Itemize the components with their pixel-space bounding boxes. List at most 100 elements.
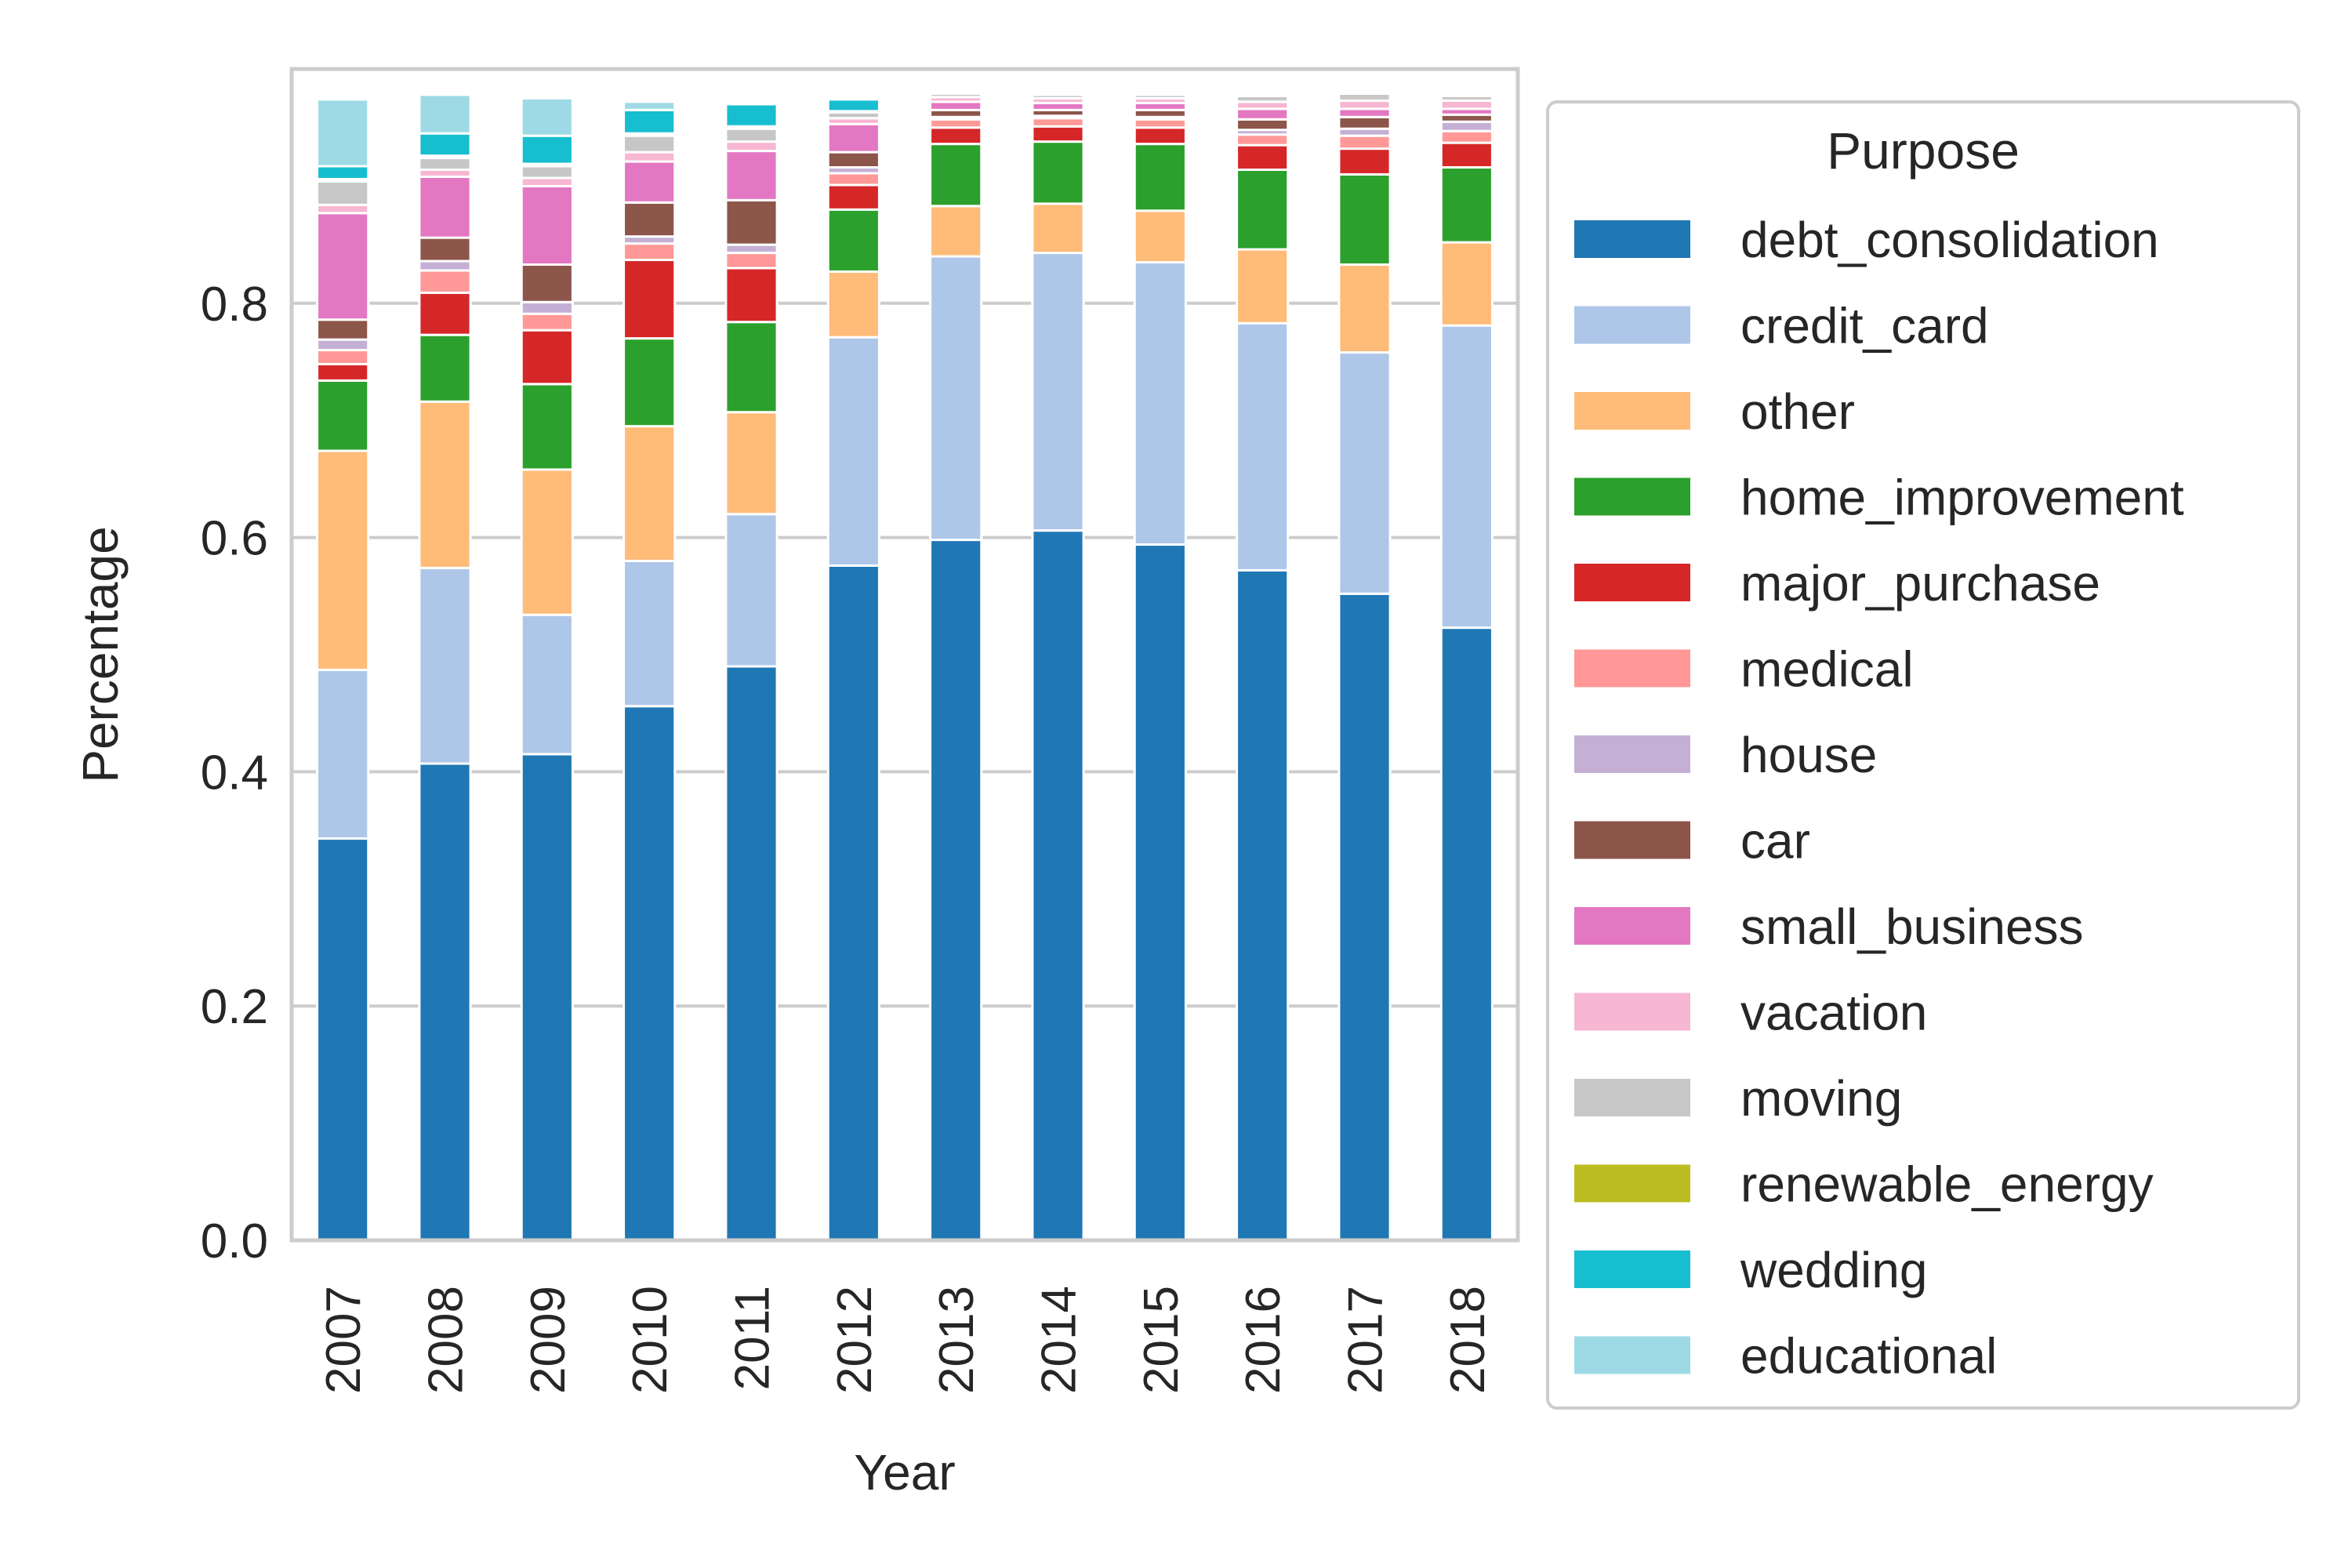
y-tick-label: 0.6 <box>201 512 268 566</box>
gridlines <box>292 301 1518 1008</box>
bar-segment-debt_consolidation <box>418 762 472 1242</box>
bar-segment-credit_card <box>622 559 677 708</box>
bar-segment-car <box>622 201 677 238</box>
y-tick-label: 0.0 <box>201 1214 268 1269</box>
x-tick-label: 2008 <box>419 1286 474 1394</box>
bar-segment-credit_card <box>724 513 779 668</box>
bar-segment-credit_card <box>520 613 574 756</box>
bar-segment-home_improvement <box>1439 165 1494 244</box>
bar-segment-credit_card <box>929 255 983 542</box>
legend-swatch <box>1574 993 1690 1031</box>
bar-segment-major_purchase <box>1338 147 1392 176</box>
bar-segment-car <box>316 318 370 341</box>
legend-label: major_purchase <box>1740 555 2100 612</box>
legend-label: wedding <box>1740 1242 1927 1298</box>
legend: Purpose debt_consolidation credit_cardoth… <box>1546 100 2300 1410</box>
bar-segment-house <box>316 338 370 352</box>
legend-swatch <box>1574 1079 1690 1116</box>
legend-swatch <box>1574 1250 1690 1288</box>
bar-segment-home_improvement <box>1338 172 1392 266</box>
bar-segment-major_purchase <box>622 259 677 340</box>
legend-swatch <box>1574 649 1690 688</box>
bar-segment-medical <box>826 172 880 187</box>
bar-segment-car <box>826 151 880 169</box>
bar-segment-credit_card <box>1236 321 1290 572</box>
legend-label: small_business <box>1740 898 2084 955</box>
bar-segment-moving <box>316 180 370 206</box>
bar-segment-other <box>929 205 983 258</box>
bar-segment-credit_card <box>1338 351 1392 595</box>
bar-segment-wedding <box>520 134 574 165</box>
legend-swatch <box>1574 1336 1690 1374</box>
bar-segment-other <box>418 400 472 569</box>
bar-segment-small_business <box>316 212 370 321</box>
bar-segment-educational <box>316 98 370 168</box>
bar-segment-other <box>724 411 779 516</box>
bar-segment-car <box>418 236 472 263</box>
bar-segment-home_improvement <box>418 333 472 403</box>
bar-segment-other <box>1439 241 1494 327</box>
legend-swatch <box>1574 392 1690 430</box>
legend-swatch <box>1574 907 1690 945</box>
bar-segment-small_business <box>418 175 472 239</box>
bar-segment-small_business <box>520 184 574 266</box>
bar-segment-major_purchase <box>520 328 574 386</box>
bar-segment-small_business <box>1236 107 1290 121</box>
bar-segment-wedding <box>622 108 677 135</box>
legend-swatch <box>1574 220 1690 258</box>
y-tick-labels: 0.0 0.2 0.4 0.6 0.8 <box>201 278 268 1269</box>
bar-segment-home_improvement <box>724 321 779 414</box>
legend-label: debt_consolidation <box>1740 212 2159 268</box>
bar-segment-home_improvement <box>316 379 370 452</box>
bar-segment-house <box>520 300 574 315</box>
bar-segment-vacation <box>520 176 574 187</box>
bar-segment-medical <box>1133 118 1187 129</box>
bar-segment-major_purchase <box>1236 143 1290 171</box>
legend-label: medical <box>1740 641 1914 698</box>
bar-segment-other <box>1338 263 1392 354</box>
bar-segment-vacation <box>724 140 779 153</box>
bar-segment-wedding <box>826 98 880 113</box>
x-tick-label: 2018 <box>1441 1286 1495 1394</box>
bar-segment-other <box>520 468 574 616</box>
bar-segment-debt_consolidation <box>826 564 880 1242</box>
bar-segment-small_business <box>826 122 880 154</box>
legend-swatch <box>1574 306 1690 344</box>
bar-segment-educational <box>418 93 472 135</box>
bars <box>316 91 1494 1242</box>
bar-segment-other <box>1236 248 1290 325</box>
bar-segment-small_business <box>622 160 677 204</box>
bar-segment-medical <box>1439 129 1494 144</box>
legend-swatch <box>1574 821 1690 859</box>
bar-segment-home_improvement <box>1133 143 1187 212</box>
bar-segment-credit_card <box>316 668 370 840</box>
bar-segment-renewable_energy <box>1236 93 1290 97</box>
y-axis-label: Percentage <box>72 526 129 782</box>
bar-segment-car <box>1236 118 1290 132</box>
bar-segment-medical <box>929 118 983 129</box>
bar-segment-house <box>418 260 472 272</box>
bar-segment-medical <box>1338 134 1392 151</box>
bar-segment-medical <box>622 242 677 262</box>
bar-segment-vacation <box>316 203 370 215</box>
bar-segment-debt_consolidation <box>1133 543 1187 1242</box>
x-tick-label: 2007 <box>317 1286 371 1394</box>
bar-segment-medical <box>418 269 472 294</box>
legend-frame <box>1546 100 2300 1410</box>
bar-segment-major_purchase <box>724 267 779 324</box>
bar-segment-other <box>826 270 880 339</box>
bar-segment-medical <box>520 312 574 332</box>
bar-segment-small_business <box>1338 107 1392 118</box>
x-axis-label: Year <box>854 1444 955 1501</box>
bar-segment-debt_consolidation <box>1031 529 1085 1242</box>
bar-segment-credit_card <box>826 336 880 567</box>
x-tick-label: 2011 <box>726 1286 780 1390</box>
legend-label: moving <box>1740 1070 1902 1127</box>
bar-segment-credit_card <box>1133 261 1187 546</box>
plot-frame <box>289 67 1520 1243</box>
legend-label: other <box>1740 383 1855 440</box>
bar-segment-house <box>724 243 779 255</box>
x-tick-label: 2017 <box>1339 1286 1393 1394</box>
